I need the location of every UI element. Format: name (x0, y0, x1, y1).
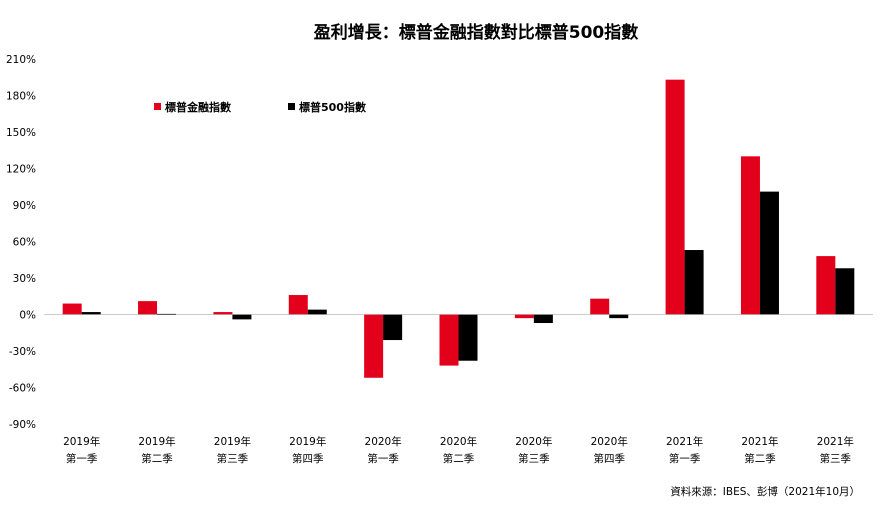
bar-financials (288, 295, 308, 315)
bar-sp500 (458, 314, 478, 361)
y-tick-label: 180% (6, 91, 36, 103)
x-tick-label: 第三季 (217, 452, 249, 465)
y-tick-label: 150% (6, 127, 36, 139)
bar-financials (816, 256, 836, 315)
x-tick-label: 第二季 (744, 452, 776, 465)
x-tick-label: 第一季 (669, 452, 701, 465)
y-tick-label: 0% (19, 310, 36, 322)
bar-sp500 (759, 191, 779, 315)
x-tick-label: 第一季 (66, 452, 98, 465)
y-axis: -90% -60% -30% 0% 30% 60% 90% 120% 150% 180% 210% (6, 54, 36, 431)
x-tick-label: 第三季 (820, 452, 852, 465)
y-tick-label: -60% (9, 383, 36, 395)
bar-sp500 (609, 314, 629, 319)
bar-sp500 (232, 314, 252, 320)
bar-financials (740, 156, 760, 315)
x-tick-label: 第三季 (518, 452, 550, 465)
x-tick-label: 2021年 (817, 435, 854, 448)
bar-financials (439, 314, 459, 366)
x-tick-label: 2020年 (440, 435, 477, 448)
legend-label: 標普500指數 (299, 100, 366, 114)
y-tick-label: -90% (9, 419, 36, 431)
x-tick-label: 2021年 (666, 435, 703, 448)
bar-sp500 (383, 314, 403, 341)
y-tick-label: 30% (13, 273, 36, 285)
legend-swatch (154, 103, 161, 110)
bar-sp500 (684, 250, 704, 315)
y-tick-label: 90% (13, 200, 36, 212)
bar-financials (138, 301, 158, 315)
x-tick-label: 2020年 (591, 435, 628, 448)
bar-sp500 (533, 314, 553, 324)
x-tick-label: 2019年 (289, 435, 326, 448)
x-tick-label: 2019年 (63, 435, 100, 448)
x-tick-label: 2021年 (741, 435, 778, 448)
bar-financials (213, 312, 233, 315)
plot-area (44, 79, 873, 378)
bar-sp500 (81, 312, 101, 315)
bar-financials (590, 298, 610, 315)
x-tick-label: 2020年 (515, 435, 552, 448)
x-tick-label: 第二季 (443, 452, 475, 465)
y-tick-label: -30% (9, 346, 36, 358)
bar-financials (514, 314, 534, 319)
legend-label: 標普金融指數 (165, 100, 231, 114)
chart-title: 盈利增長：標普金融指數對比標普500指數 (313, 22, 639, 43)
y-tick-label: 120% (6, 164, 36, 176)
legend: 標普金融指數 標普500指數 (154, 100, 366, 114)
x-tick-label: 2019年 (214, 435, 251, 448)
y-tick-label: 210% (6, 54, 36, 66)
x-tick-label: 2019年 (138, 435, 175, 448)
x-tick-label: 2020年 (365, 435, 402, 448)
bar-sp500 (835, 268, 855, 315)
bar-financials (364, 314, 384, 378)
y-tick-label: 60% (13, 237, 36, 249)
x-tick-label: 第四季 (593, 452, 625, 465)
x-tick-label: 第四季 (292, 452, 324, 465)
bar-financials (665, 79, 685, 315)
legend-swatch (288, 103, 295, 110)
bar-financials (62, 303, 82, 315)
bar-sp500 (307, 309, 327, 315)
x-tick-label: 第一季 (367, 452, 399, 465)
source-note: 資料來源：IBES、彭博（2021年10月） (670, 485, 860, 498)
x-tick-label: 第二季 (141, 452, 173, 465)
